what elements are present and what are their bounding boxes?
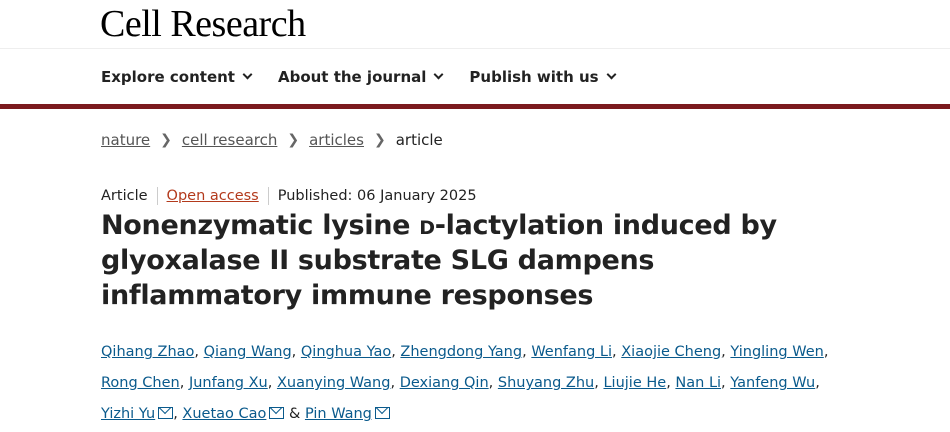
brand-divider [0, 104, 950, 109]
breadcrumb-cell-research[interactable]: cell research [181, 131, 278, 149]
author-item: Pin Wang [305, 406, 390, 422]
author-item: Shuyang Zhu [498, 375, 594, 391]
author-link[interactable]: Xuanying Wang [276, 375, 391, 391]
author-item: Yizhi Yu [101, 406, 174, 422]
author-link[interactable]: Xuetao Cao [182, 406, 267, 422]
author-link[interactable]: Yizhi Yu [101, 406, 156, 422]
breadcrumb-nature[interactable]: nature [101, 131, 151, 149]
nav-explore-content[interactable]: Explore content [101, 67, 253, 86]
author-item: Yanfeng Wu [730, 375, 815, 391]
mail-icon[interactable] [374, 407, 390, 419]
breadcrumb: nature ❯ cell research ❯ articles ❯ arti… [101, 131, 443, 149]
nav-publish[interactable]: Publish with us [469, 67, 617, 86]
author-item: Rong Chen [101, 375, 180, 391]
chevron-right-icon: ❯ [287, 132, 300, 148]
author-item: Nan Li [675, 375, 721, 391]
chevron-down-icon [433, 69, 444, 80]
author-link[interactable]: Qiang Wang [203, 344, 292, 360]
open-access-link[interactable]: Open access [156, 187, 268, 205]
author-item: Xiaojie Cheng [621, 344, 721, 360]
article-meta: Article Open access Published: 06 Januar… [101, 187, 486, 205]
author-item: Yingling Wen [730, 344, 823, 360]
author-item: Xuanying Wang [277, 375, 391, 391]
main-nav: Explore content About the journal Publis… [0, 49, 950, 104]
chevron-right-icon: ❯ [373, 132, 386, 148]
author-item: Wenfang Li [531, 344, 612, 360]
author-link[interactable]: Qihang Zhao [101, 344, 195, 360]
article-type: Article [101, 188, 148, 204]
author-link[interactable]: Yanfeng Wu [730, 375, 816, 391]
journal-logo[interactable]: Cell Research [100, 3, 306, 45]
nav-about-journal[interactable]: About the journal [277, 67, 444, 86]
nav-label: About the journal [277, 67, 427, 86]
author-link[interactable]: Pin Wang [304, 406, 372, 422]
author-list: Qihang Zhao, Qiang Wang, Qinghua Yao, Zh… [101, 344, 829, 422]
title-part: Nonenzymatic lysine [101, 210, 420, 241]
author-link[interactable]: Liujie He [603, 375, 667, 391]
author-link[interactable]: Shuyang Zhu [497, 375, 595, 391]
author-item: Xuetao Cao [182, 406, 285, 422]
author-item: Qinghua Yao [301, 344, 391, 360]
article-title: Nonenzymatic lysine d-lactylation induce… [101, 208, 821, 313]
chevron-right-icon: ❯ [160, 132, 172, 148]
author-link[interactable]: Zhengdong Yang [400, 344, 523, 360]
title-part: d [419, 210, 435, 241]
author-item: Zhengdong Yang [400, 344, 522, 360]
title-part: -lactylation induced by glyoxalase II su… [101, 210, 777, 311]
author-link[interactable]: Rong Chen [101, 375, 180, 391]
author-link[interactable]: Wenfang Li [531, 344, 613, 360]
author-link[interactable]: Junfang Xu [188, 375, 268, 391]
author-item: Dexiang Qin [400, 375, 489, 391]
author-link[interactable]: Nan Li [675, 375, 722, 391]
author-item: Junfang Xu [189, 375, 268, 391]
author-item: Liujie He [603, 375, 666, 391]
author-item: Qihang Zhao [101, 344, 194, 360]
author-link[interactable]: Qinghua Yao [300, 344, 392, 360]
author-link[interactable]: Xiaojie Cheng [621, 344, 722, 360]
chevron-down-icon [606, 69, 617, 80]
mail-icon[interactable] [158, 407, 174, 419]
masthead: Cell Research [0, 0, 950, 49]
published-date: Published: 06 January 2025 [267, 187, 486, 205]
nav-label: Explore content [101, 67, 235, 86]
author-link[interactable]: Dexiang Qin [399, 375, 489, 391]
nav-label: Publish with us [469, 67, 599, 86]
breadcrumb-articles[interactable]: articles [309, 131, 364, 149]
breadcrumb-current: article [395, 131, 443, 149]
author-item: Qiang Wang [204, 344, 292, 360]
mail-icon[interactable] [269, 407, 285, 419]
chevron-down-icon [242, 69, 253, 80]
author-link[interactable]: Yingling Wen [730, 344, 824, 360]
